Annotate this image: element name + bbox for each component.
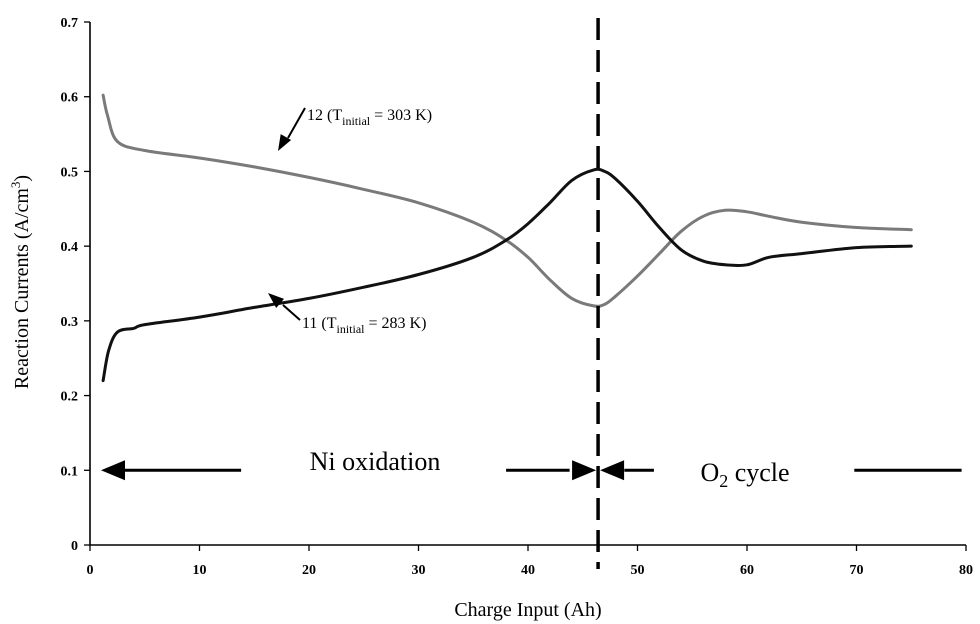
x-tick-label: 30 <box>412 563 426 578</box>
annotation-12-sub: initial <box>342 114 371 128</box>
x-tick-label: 20 <box>302 563 316 578</box>
region-arrow-right-head <box>600 460 625 481</box>
series-12-line <box>101 93 913 308</box>
x-tick-label: 60 <box>740 563 754 578</box>
y-tick-label: 0.3 <box>61 315 79 330</box>
annotation-12-rest: = 303 K) <box>370 107 432 124</box>
axes <box>89 22 966 546</box>
x-tick-label: 0 <box>87 563 94 578</box>
y-tick-label: 0.6 <box>61 91 79 106</box>
annotation-series-12: 12 (Tinitial = 303 K) <box>307 107 432 128</box>
region-o2-sub: 2 <box>719 471 728 491</box>
series-group <box>101 93 913 383</box>
x-tick-label: 50 <box>631 563 645 578</box>
annotation-12-prefix: 12 (T <box>307 107 342 124</box>
annotation-12-pointer-head <box>278 134 292 151</box>
region-label-ni-oxidation: Ni oxidation <box>310 447 441 476</box>
region-arrow-mid-head <box>572 460 597 481</box>
y-axis-title-tail: ) <box>11 175 33 182</box>
annotation-12-pointer-line <box>287 107 306 139</box>
annotation-series-11: 11 (Tinitial = 283 K) <box>302 315 426 336</box>
y-tick-label: 0.4 <box>61 240 79 255</box>
annotation-11-pointer-line <box>282 304 301 321</box>
y-tick-label: 0.1 <box>61 464 79 479</box>
region-o2-tail: cycle <box>728 458 789 487</box>
y-tick-label: 0.5 <box>61 165 79 180</box>
x-tick-label: 40 <box>521 563 535 578</box>
y-tick-label: 0 <box>71 539 78 554</box>
series-11-line <box>101 167 913 383</box>
x-tick-label: 10 <box>193 563 207 578</box>
y-axis-title-main: Reaction Currents (A/cm <box>11 188 33 389</box>
annotation-group <box>101 18 962 569</box>
region-o2-main: O <box>700 458 719 487</box>
y-axis-title-sup: 3 <box>8 182 23 189</box>
x-tick-label: 70 <box>850 563 864 578</box>
x-axis-title: Charge Input (Ah) <box>454 599 601 621</box>
annotation-11-sub: initial <box>337 322 366 336</box>
region-arrow-left-head <box>101 460 125 481</box>
y-tick-label: 0.7 <box>61 16 79 31</box>
annotation-11-rest: = 283 K) <box>365 315 427 332</box>
ticks: 0 10 20 30 40 50 60 70 80 0 0.1 0.2 0.3 0.4 0.5 0.6 0.7 <box>61 16 974 578</box>
annotation-11-prefix: 11 (T <box>302 315 337 332</box>
x-tick-label: 80 <box>959 563 973 578</box>
y-axis-title: Reaction Currents (A/cm3) <box>8 175 33 389</box>
y-tick-label: 0.2 <box>61 390 79 405</box>
annotation-11-pointer-head <box>268 293 284 308</box>
region-label-o2-cycle: O2 cycle <box>700 458 789 491</box>
